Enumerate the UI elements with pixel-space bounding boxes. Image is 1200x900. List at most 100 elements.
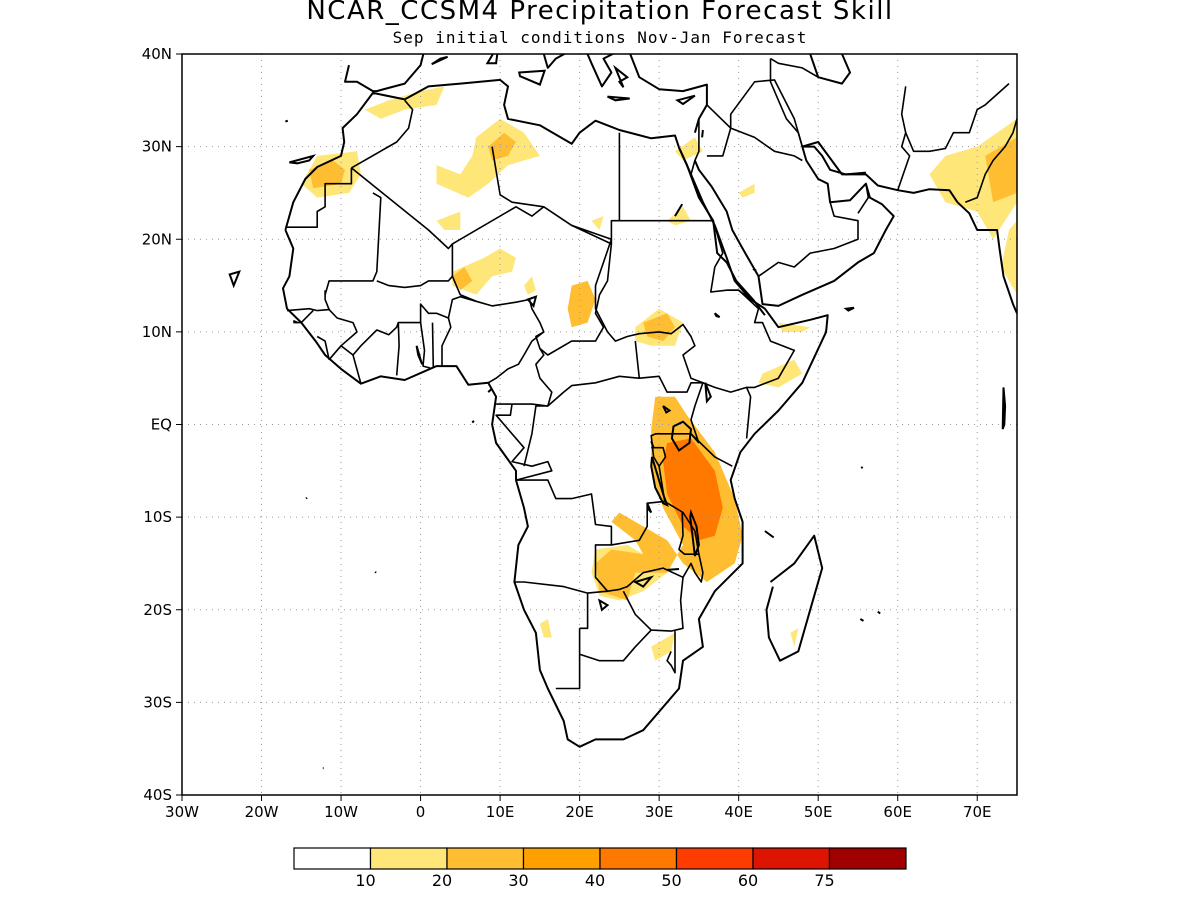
lon-tick-label: 20W — [245, 803, 279, 821]
colorbar-label: 75 — [814, 871, 834, 890]
lake-victoria — [670, 420, 693, 452]
country-border — [664, 500, 700, 556]
island-aegean — [613, 64, 630, 88]
country-border — [690, 118, 700, 175]
dead-sea — [701, 129, 704, 138]
colorbar-swatch — [446, 847, 525, 870]
country-border — [491, 146, 714, 241]
country-border — [666, 631, 676, 674]
country-border — [286, 307, 318, 312]
country-border — [857, 183, 870, 214]
country-border — [579, 629, 652, 662]
lon-tick-label: 20E — [565, 803, 594, 821]
lake-kariba — [632, 575, 655, 588]
country-border — [758, 201, 859, 277]
country-border — [622, 577, 684, 632]
lake-malawi — [689, 508, 700, 557]
country-border — [350, 167, 545, 250]
coastline-med-north — [542, 54, 567, 69]
country-border — [324, 192, 382, 296]
lon-tick-label: 10W — [324, 803, 358, 821]
country-border — [555, 628, 581, 690]
lat-tick-label: 20S — [143, 601, 172, 619]
country-border — [317, 308, 358, 347]
skill-region-india-west — [929, 118, 1017, 240]
country-border — [639, 375, 752, 439]
lon-tick-label: 60E — [883, 803, 912, 821]
country-border — [730, 127, 803, 162]
coastline-black-sea-caspian — [807, 54, 851, 85]
colorbar-swatch — [293, 847, 372, 870]
island-sri-lanka — [1049, 341, 1057, 350]
lat-tick-label: 40N — [142, 45, 172, 63]
coastline-red-sea-africa-shore — [678, 147, 766, 316]
lon-tick-label: 0 — [416, 803, 426, 821]
colorbar-label: 20 — [432, 871, 452, 890]
country-border — [496, 3, 643, 45]
country-border — [769, 58, 804, 147]
colorbar-swatch — [599, 847, 678, 870]
country-border — [690, 433, 700, 444]
country-border — [328, 303, 452, 367]
coastline-india — [956, 201, 1017, 314]
island-maldives — [1001, 387, 1007, 430]
skill-region-east-africa-core — [663, 438, 723, 541]
lon-tick-label: 30E — [645, 803, 674, 821]
colorbar: 10 20 30 40 50 60 75 — [293, 847, 907, 890]
country-border — [285, 167, 353, 228]
skill-region-india-core — [985, 137, 1017, 203]
lat-tick-label: 30N — [142, 138, 172, 156]
country-border — [896, 86, 911, 191]
skill-region-morocco-coast — [364, 86, 445, 119]
island-sardinia — [485, 54, 499, 65]
country-border — [726, 289, 752, 301]
skill-region-madagascar — [790, 628, 799, 647]
country-border — [547, 341, 641, 407]
okavango — [597, 598, 610, 612]
island-crete — [607, 95, 630, 102]
country-border — [965, 118, 1017, 203]
colorbar-label: 30 — [508, 871, 528, 890]
country-border — [352, 354, 362, 384]
island-cyprus — [674, 94, 696, 106]
country-border — [419, 322, 431, 369]
coastline-africa — [282, 78, 829, 748]
country-border — [447, 295, 477, 319]
lat-tick-label: 10S — [143, 508, 172, 526]
lon-tick-label: 70E — [963, 803, 992, 821]
coastline-greece-turkey — [586, 54, 708, 133]
lake-tanganyika — [650, 456, 669, 508]
skill-region-south-sudan — [643, 313, 675, 342]
lat-tick-label: 10N — [142, 323, 172, 341]
lake-volta — [415, 345, 424, 365]
colorbar-label: 40 — [585, 871, 605, 890]
skill-region-central-africa-small — [524, 276, 536, 295]
island-sicily — [517, 69, 547, 86]
lon-tick-label: 10E — [486, 803, 515, 821]
lon-tick-label: 30W — [165, 803, 199, 821]
map-subtitle: Sep initial conditions Nov-Jan Forecast — [392, 28, 808, 47]
island-socotra — [843, 306, 855, 312]
colorbar-label: 10 — [355, 871, 375, 890]
island-bioko — [487, 388, 492, 393]
lat-tick-label: 40S — [143, 786, 172, 804]
island-comoros — [764, 530, 775, 539]
island-cape-verde — [228, 270, 241, 289]
skill-region-sahel-libya — [436, 211, 461, 230]
coastline-gulf-coast — [802, 145, 866, 176]
lake-chad — [526, 295, 538, 308]
skill-region-niger-patch — [452, 267, 473, 291]
island-sao-tome — [471, 420, 475, 424]
country-border — [431, 322, 435, 368]
country-border — [770, 57, 819, 78]
lat-tick-label: EQ — [151, 416, 172, 434]
country-border — [451, 275, 545, 384]
country-border — [535, 224, 613, 356]
island-canary — [289, 154, 317, 165]
axis-ticks: 30W 20W 10W 0 10E 20E 30E 40E 50E 60E 70E 40N 30N 20N… — [142, 45, 992, 821]
country-border — [496, 348, 553, 407]
country-border-layer — [285, 3, 1017, 690]
island-seychelles — [860, 466, 864, 469]
country-border — [495, 403, 553, 481]
